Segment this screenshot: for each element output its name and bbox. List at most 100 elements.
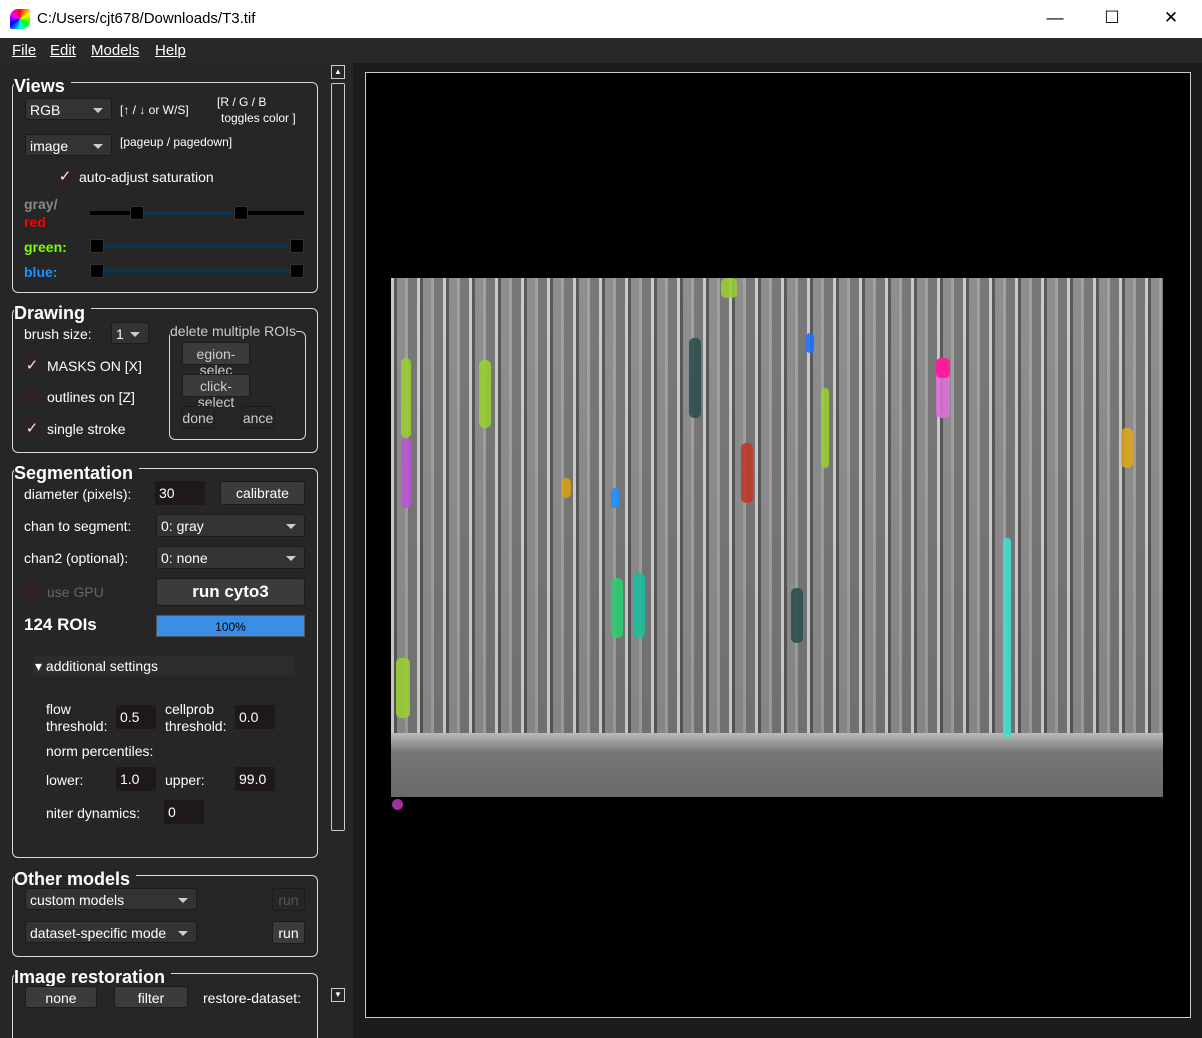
slider-handle-high[interactable] [290, 264, 304, 278]
rgb-hint-1: [R / G / B [217, 95, 267, 109]
cellprob-threshold-input[interactable]: 0.0 [235, 705, 275, 729]
restore-dataset-label: restore-dataset: [203, 990, 302, 1006]
view-mode-select[interactable]: image [25, 134, 112, 156]
chevron-down-icon [178, 898, 188, 903]
blue-label: blue: [24, 264, 58, 280]
roi-mask [611, 488, 619, 508]
menu-file[interactable]: File [12, 42, 37, 59]
segmentation-title: Segmentation [14, 463, 140, 484]
other-models-title: Other models [14, 869, 137, 890]
chan2-value: 0: none [161, 550, 208, 566]
custom-models-value: custom models [30, 892, 125, 908]
run-custom-button[interactable]: run [272, 888, 305, 911]
color-hint: [↑ / ↓ or W/S] [120, 103, 189, 117]
flow-threshold-input[interactable]: 0.5 [116, 705, 156, 729]
chan-select[interactable]: 0: gray [156, 514, 305, 537]
lower-input[interactable]: 1.0 [116, 767, 156, 791]
restore-filter-button[interactable]: filter [114, 986, 188, 1008]
image-bottom-band [391, 733, 1163, 797]
roi-mask [633, 573, 645, 638]
run-cyto3-button[interactable]: run cyto3 [156, 578, 305, 606]
run-dataset-button[interactable]: run [272, 921, 305, 944]
views-title: Views [14, 76, 71, 97]
masks-on-checkbox[interactable]: ✓ [24, 357, 40, 374]
roi-mask [1003, 538, 1011, 738]
menu-help[interactable]: Help [155, 42, 186, 59]
diameter-input[interactable]: 30 [155, 481, 205, 505]
gray-range-slider[interactable] [90, 206, 304, 220]
restore-none-button[interactable]: none [25, 986, 97, 1008]
brush-size-select[interactable]: 1 [111, 322, 149, 344]
progress-bar: 100% [156, 615, 305, 637]
roi-mask [401, 358, 411, 438]
chevron-down-icon [286, 524, 296, 529]
roi-mask [611, 578, 623, 638]
other-models-group [12, 875, 318, 957]
chan2-select[interactable]: 0: none [156, 546, 305, 569]
additional-settings-toggle[interactable]: ▾ additional settings [33, 656, 295, 676]
roi-mask [401, 438, 411, 508]
slider-fill [137, 211, 241, 215]
outlines-on-checkbox[interactable] [24, 389, 40, 405]
region-select-button[interactable]: egion-selec [182, 342, 250, 378]
gray-label: gray/ [24, 196, 58, 212]
dataset-mode-value: dataset-specific mode [30, 925, 167, 941]
menu-models[interactable]: Models [91, 42, 140, 59]
roi-mask [741, 443, 753, 503]
scrollbar-thumb[interactable] [331, 83, 345, 831]
green-range-slider[interactable] [90, 239, 304, 253]
slider-fill [97, 244, 297, 248]
brush-size-label: brush size: [24, 326, 92, 342]
blue-range-slider[interactable] [90, 264, 304, 278]
dataset-mode-select[interactable]: dataset-specific mode [25, 921, 197, 943]
menu-bar: File Edit Models Help [0, 38, 1202, 63]
roi-mask [936, 358, 950, 378]
slider-handle-high[interactable] [234, 206, 248, 220]
calibrate-button[interactable]: calibrate [220, 481, 305, 505]
chan-value: 0: gray [161, 518, 204, 534]
title-bar: C:/Users/cjt678/Downloads/T3.tif — ☐ ✕ [0, 0, 1202, 38]
custom-models-select[interactable]: custom models [25, 888, 197, 910]
use-gpu-checkbox[interactable] [24, 584, 40, 600]
cancel-button[interactable]: ance [241, 406, 275, 429]
auto-adjust-checkbox[interactable]: ✓ [57, 168, 73, 185]
slider-fill [97, 269, 297, 273]
roi-mask [561, 478, 571, 498]
minimize-button[interactable]: — [1046, 8, 1064, 27]
color-mode-select[interactable]: RGB [25, 98, 112, 120]
chevron-down-icon [93, 144, 103, 149]
microscopy-image[interactable] [391, 278, 1163, 797]
chan-label: chan to segment: [24, 518, 132, 534]
done-button[interactable]: done [181, 406, 215, 429]
chan2-label: chan2 (optional): [24, 550, 129, 566]
scroll-down-icon[interactable]: ▼ [331, 988, 345, 1002]
single-stroke-label: single stroke [47, 421, 126, 437]
brush-size-value: 1 [116, 326, 124, 342]
niter-input[interactable]: 0 [164, 800, 204, 824]
slider-handle-low[interactable] [130, 206, 144, 220]
close-button[interactable]: ✕ [1163, 8, 1179, 27]
scroll-up-icon[interactable]: ▲ [331, 65, 345, 79]
window-title: C:/Users/cjt678/Downloads/T3.tif [37, 10, 256, 27]
click-select-button[interactable]: click-select [182, 374, 250, 410]
slider-handle-low[interactable] [90, 264, 104, 278]
maximize-button[interactable]: ☐ [1104, 8, 1120, 27]
menu-edit[interactable]: Edit [50, 42, 76, 59]
roi-mask [806, 333, 814, 353]
delete-rois-title: delete multiple ROIs [170, 323, 297, 339]
roi-mask [791, 588, 803, 643]
rgb-hint-2: toggles color ] [221, 111, 296, 125]
flow-label-2: threshold: [46, 718, 108, 734]
upper-label: upper: [165, 772, 205, 788]
cellprob-label-1: cellprob [165, 701, 215, 717]
green-label: green: [24, 239, 67, 255]
slider-handle-low[interactable] [90, 239, 104, 253]
panel-scrollbar[interactable]: ▲ ▼ [330, 63, 346, 1005]
diameter-label: diameter (pixels): [24, 486, 132, 502]
progress-text: 100% [215, 620, 246, 634]
outlines-on-label: outlines on [Z] [47, 389, 135, 405]
chevron-down-icon [93, 108, 103, 113]
upper-input[interactable]: 99.0 [235, 767, 275, 791]
slider-handle-high[interactable] [290, 239, 304, 253]
single-stroke-checkbox[interactable]: ✓ [24, 420, 40, 437]
